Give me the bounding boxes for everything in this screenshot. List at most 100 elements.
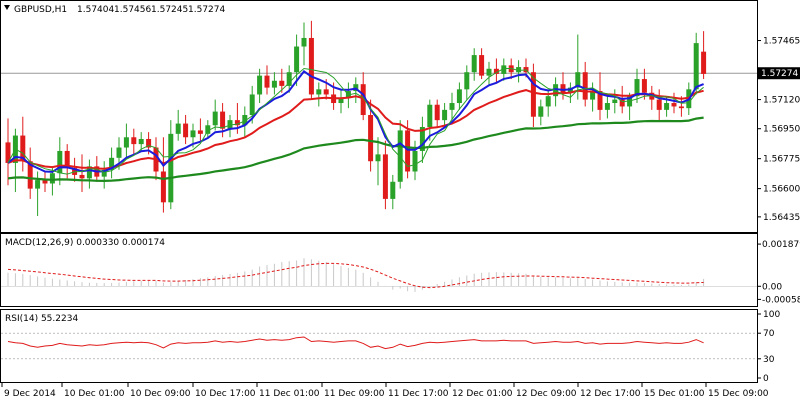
candle (57, 137, 63, 186)
candle (671, 92, 677, 114)
candle-body (168, 133, 174, 203)
candle-body (493, 68, 499, 74)
candle (227, 115, 233, 138)
candle-body (604, 103, 610, 110)
price-tick-label: 1.56775 (763, 155, 800, 165)
candle (582, 61, 588, 107)
candle-body (131, 137, 137, 145)
candle-body (42, 180, 48, 184)
candle-body (197, 130, 203, 134)
candle (538, 99, 544, 126)
candle (42, 171, 48, 193)
candle-body (212, 111, 218, 126)
macd-histogram (7, 258, 705, 292)
candle (212, 99, 218, 131)
price-tick-label: 1.56435 (763, 213, 800, 223)
candle (530, 63, 536, 127)
candle-body (138, 138, 144, 145)
candle (138, 132, 144, 151)
time-tick-label: 10 Dec 17:00 (195, 389, 256, 399)
candle-body (79, 174, 85, 179)
price-axis: 1.57465 1.57120 1.56950 1.56775 1.56600 1.564… (757, 37, 800, 223)
price-tick-label: 1.57465 (763, 37, 800, 47)
price-tick-label: 1.57120 (763, 96, 800, 106)
candle-body (301, 37, 307, 47)
candle (101, 161, 107, 189)
candle (449, 92, 455, 121)
candle-body (249, 94, 255, 116)
candle (397, 120, 403, 189)
candle-body (86, 166, 92, 179)
ohlc-open: 1.57404 (77, 5, 114, 15)
candle-body (308, 37, 314, 95)
candle (479, 48, 485, 80)
candle-body (412, 150, 418, 172)
candle (79, 154, 85, 193)
candle (301, 22, 307, 66)
price-panel-frame (0, 0, 758, 233)
macd-tick-label: -0.000584 (762, 295, 800, 305)
candle-body (612, 99, 618, 104)
candle (375, 137, 381, 186)
candle-body (49, 173, 55, 184)
candle (575, 34, 581, 100)
rsi-label: RSI(14) 55.2234 (5, 314, 78, 324)
candle (86, 159, 92, 189)
candle-body (427, 104, 433, 127)
current-price-box (758, 67, 800, 80)
candle (501, 58, 507, 81)
candle-body (227, 120, 233, 129)
candle (590, 82, 596, 112)
candle-body (294, 46, 300, 73)
candle-body (575, 72, 581, 88)
candle (597, 72, 603, 121)
candles-group (5, 20, 707, 217)
macd-axis: 0.001879 0.00 -0.000584 (757, 240, 800, 305)
candle-body (5, 142, 11, 163)
candle-body (405, 130, 411, 172)
macd-panel: MACD(12,26,9) 0.000330 0.000174 0.001879… (1, 238, 800, 305)
candle (634, 68, 640, 104)
macd-tick-label: 0.00 (762, 282, 782, 292)
candle-body (360, 84, 366, 116)
candle-body (264, 75, 270, 88)
candle-body (160, 171, 166, 203)
candle (175, 109, 181, 141)
candle (271, 72, 277, 95)
candle-body (220, 111, 226, 129)
candle (368, 99, 374, 172)
candle-body (109, 157, 115, 170)
candle (493, 58, 499, 83)
candle (20, 116, 26, 172)
candle-body (390, 181, 396, 199)
candle-body (27, 161, 33, 189)
candle (197, 118, 203, 141)
macd-label: MACD(12,26,9) 0.000330 0.000174 (5, 238, 165, 248)
thin-green-line (7, 67, 704, 175)
candle-body (175, 123, 181, 134)
candle-body (701, 51, 707, 74)
time-tick-label: 15 Dec 09:00 (708, 389, 769, 399)
candle (123, 123, 129, 158)
macd-panel-frame (0, 233, 758, 307)
candle-body (442, 109, 448, 121)
time-tick-label: 11 Dec 01:00 (259, 389, 320, 399)
candle-body (538, 106, 544, 117)
candle-body (582, 72, 588, 100)
candle (464, 65, 470, 100)
rsi-panel: RSI(14) 55.2234 100 70 30 0 (1, 310, 780, 384)
candle-body (234, 120, 240, 126)
candle-body (20, 135, 26, 162)
candle (257, 68, 263, 104)
rsi-tick-label: 100 (763, 310, 780, 320)
macd-signal-line (7, 262, 704, 289)
candle (264, 65, 270, 95)
candle (131, 128, 137, 155)
candle-body (641, 79, 647, 93)
candle-body (316, 89, 322, 95)
candle-body (323, 89, 329, 95)
rsi-panel-frame (0, 309, 758, 383)
candle-body (471, 55, 477, 73)
candle-body (257, 75, 263, 95)
